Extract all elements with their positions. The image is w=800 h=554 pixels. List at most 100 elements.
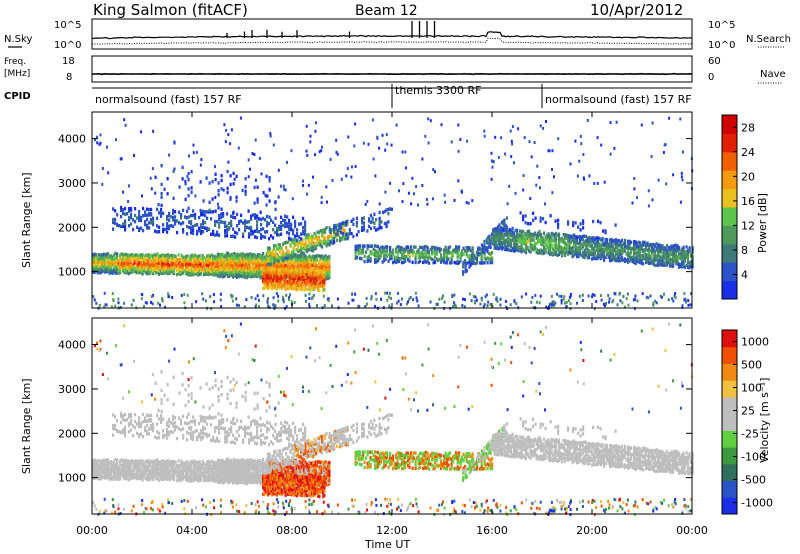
power-cell [309, 255, 312, 259]
power-cell [230, 258, 233, 263]
power-cell [556, 244, 559, 249]
power-cell [259, 271, 262, 275]
power-cell [359, 246, 362, 250]
power-cell [582, 221, 585, 226]
power-cell [499, 297, 502, 301]
power-cell [119, 265, 122, 269]
power-cell [615, 252, 618, 256]
power-cell [105, 269, 108, 274]
power-cell [294, 237, 297, 242]
y-tick-label: 3000 [58, 177, 86, 190]
power-cell [421, 184, 424, 187]
power-cell [640, 243, 643, 247]
power-cell [219, 253, 222, 257]
power-cell [146, 217, 149, 222]
power-cell [375, 297, 378, 301]
power-cell [610, 244, 613, 249]
power-cell [532, 218, 535, 223]
power-cell [282, 253, 285, 258]
power-cell [278, 233, 281, 237]
velocity-cell [101, 459, 104, 463]
power-cell [174, 254, 177, 259]
power-cell [318, 150, 321, 154]
power-cell [259, 267, 262, 271]
power-cell [198, 257, 201, 261]
power-cell [543, 247, 546, 251]
power-cell [144, 258, 147, 262]
power-cell [378, 146, 381, 150]
power-cell [95, 135, 98, 139]
power-cell [308, 279, 311, 283]
power-cell [610, 248, 613, 253]
power-cell [504, 232, 507, 237]
power-cell [295, 258, 298, 262]
power-cell [256, 294, 259, 298]
power-cell [280, 253, 283, 257]
power-cell [600, 252, 603, 256]
power-cell [244, 225, 247, 230]
power-cell [538, 238, 541, 242]
freq-label: Freq. [4, 57, 26, 67]
power-cell [126, 261, 129, 265]
power-cell [328, 234, 331, 239]
power-cell [147, 261, 150, 266]
power-cell [260, 222, 263, 227]
power-cell [156, 216, 159, 220]
power-cell [245, 262, 248, 267]
power-cell [420, 255, 423, 259]
power-cell [555, 250, 558, 254]
power-cell [642, 254, 645, 258]
power-cell [647, 189, 650, 193]
power-cell [359, 251, 362, 255]
power-cell [177, 253, 180, 257]
power-cell [375, 244, 378, 249]
power-cell [582, 238, 585, 242]
power-cell [125, 256, 128, 260]
power-cell [171, 258, 174, 262]
power-cell [280, 227, 283, 231]
power-cell [647, 296, 650, 300]
power-cell [290, 275, 293, 279]
power-cell [579, 237, 582, 242]
power-cell [489, 242, 492, 246]
power-cell [176, 272, 179, 277]
power-cell [108, 262, 111, 267]
power-cell [302, 184, 305, 187]
power-cell [286, 256, 289, 260]
power-cell [173, 267, 176, 271]
power-cell [298, 263, 301, 268]
power-cell [260, 253, 263, 258]
power-cell [315, 281, 318, 286]
power-cell [250, 217, 253, 221]
power-cell [167, 292, 170, 296]
power-cell [226, 230, 229, 234]
power-cell [304, 263, 307, 267]
power-cell [107, 267, 110, 271]
power-cell [542, 217, 545, 221]
power-cell [525, 232, 528, 236]
power-cell [598, 242, 601, 247]
power-cell [155, 271, 158, 275]
power-cell [101, 261, 104, 265]
power-cell [452, 249, 455, 253]
velocity-cell [101, 461, 104, 465]
power-cell [194, 216, 197, 220]
power-cell [120, 205, 123, 210]
power-cell [305, 257, 308, 261]
power-cell [679, 264, 682, 269]
power-cell [254, 259, 257, 263]
power-cell [517, 240, 520, 244]
power-cell [310, 245, 313, 250]
power-cell [273, 255, 276, 259]
power-cell [648, 260, 651, 265]
power-cell [195, 300, 198, 304]
power-cell [123, 255, 126, 259]
power-cell [162, 258, 165, 262]
power-cell [604, 247, 607, 251]
power-cell [111, 260, 114, 264]
power-cell [417, 203, 420, 207]
power-cell [173, 140, 176, 144]
power-cell [293, 266, 296, 270]
power-cell [432, 258, 435, 262]
power-cell [134, 266, 137, 271]
